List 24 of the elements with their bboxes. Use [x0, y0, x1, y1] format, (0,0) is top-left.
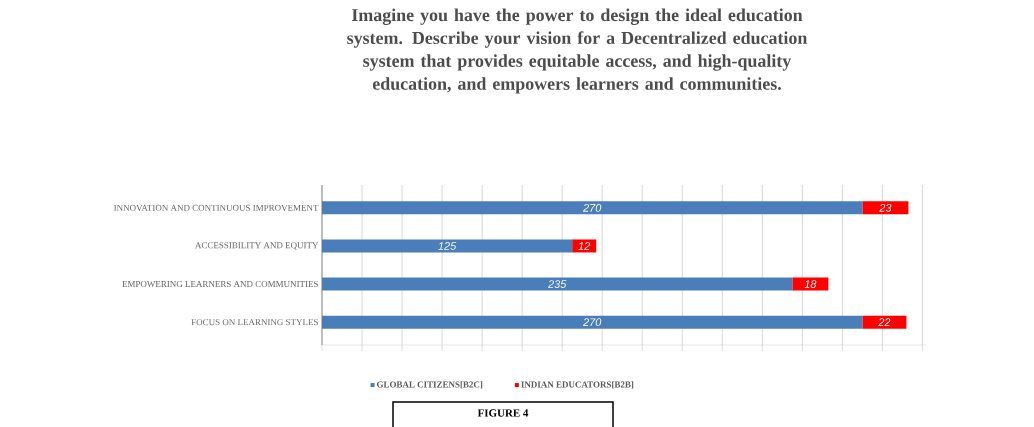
caption: FIGURE 4 [477, 409, 529, 417]
legend-label: INDIAN EDUCATORS[B2B] [521, 381, 634, 389]
bar [862, 201, 909, 215]
data-label: 270 [582, 318, 602, 327]
data-label: 12 [578, 242, 591, 250]
y-tick-label: ACCESSIBILITY AND EQUITY [195, 242, 319, 250]
bar [322, 239, 573, 253]
chart-title: Imagine you have the power to design the ideal education system. Describe your vision for a Decentralized education system that provides equitable access, and high-quality education, and empowers learners and communities. [347, 8, 808, 94]
legend-label: GLOBAL CITIZENS[B2C] [376, 381, 483, 389]
bar [322, 201, 863, 215]
data-label: 125 [438, 242, 457, 250]
data-label: 23 [879, 203, 892, 212]
data-label: 18 [804, 280, 817, 288]
bar [322, 315, 863, 329]
data-label: 270 [582, 203, 602, 212]
y-tick-label: INNOVATION AND CONTINUOUS IMPROVEMENT [114, 204, 319, 211]
y-tick-label: FOCUS ON LEARNING STYLES [191, 319, 318, 326]
bar [862, 315, 907, 329]
bar [792, 277, 829, 291]
bar [322, 277, 793, 291]
y-tick-label: EMPOWERING LEARNERS AND COMMUNITIES [122, 281, 318, 288]
data-label: 235 [547, 280, 567, 288]
data-label: 22 [878, 318, 891, 326]
bar [572, 239, 597, 253]
